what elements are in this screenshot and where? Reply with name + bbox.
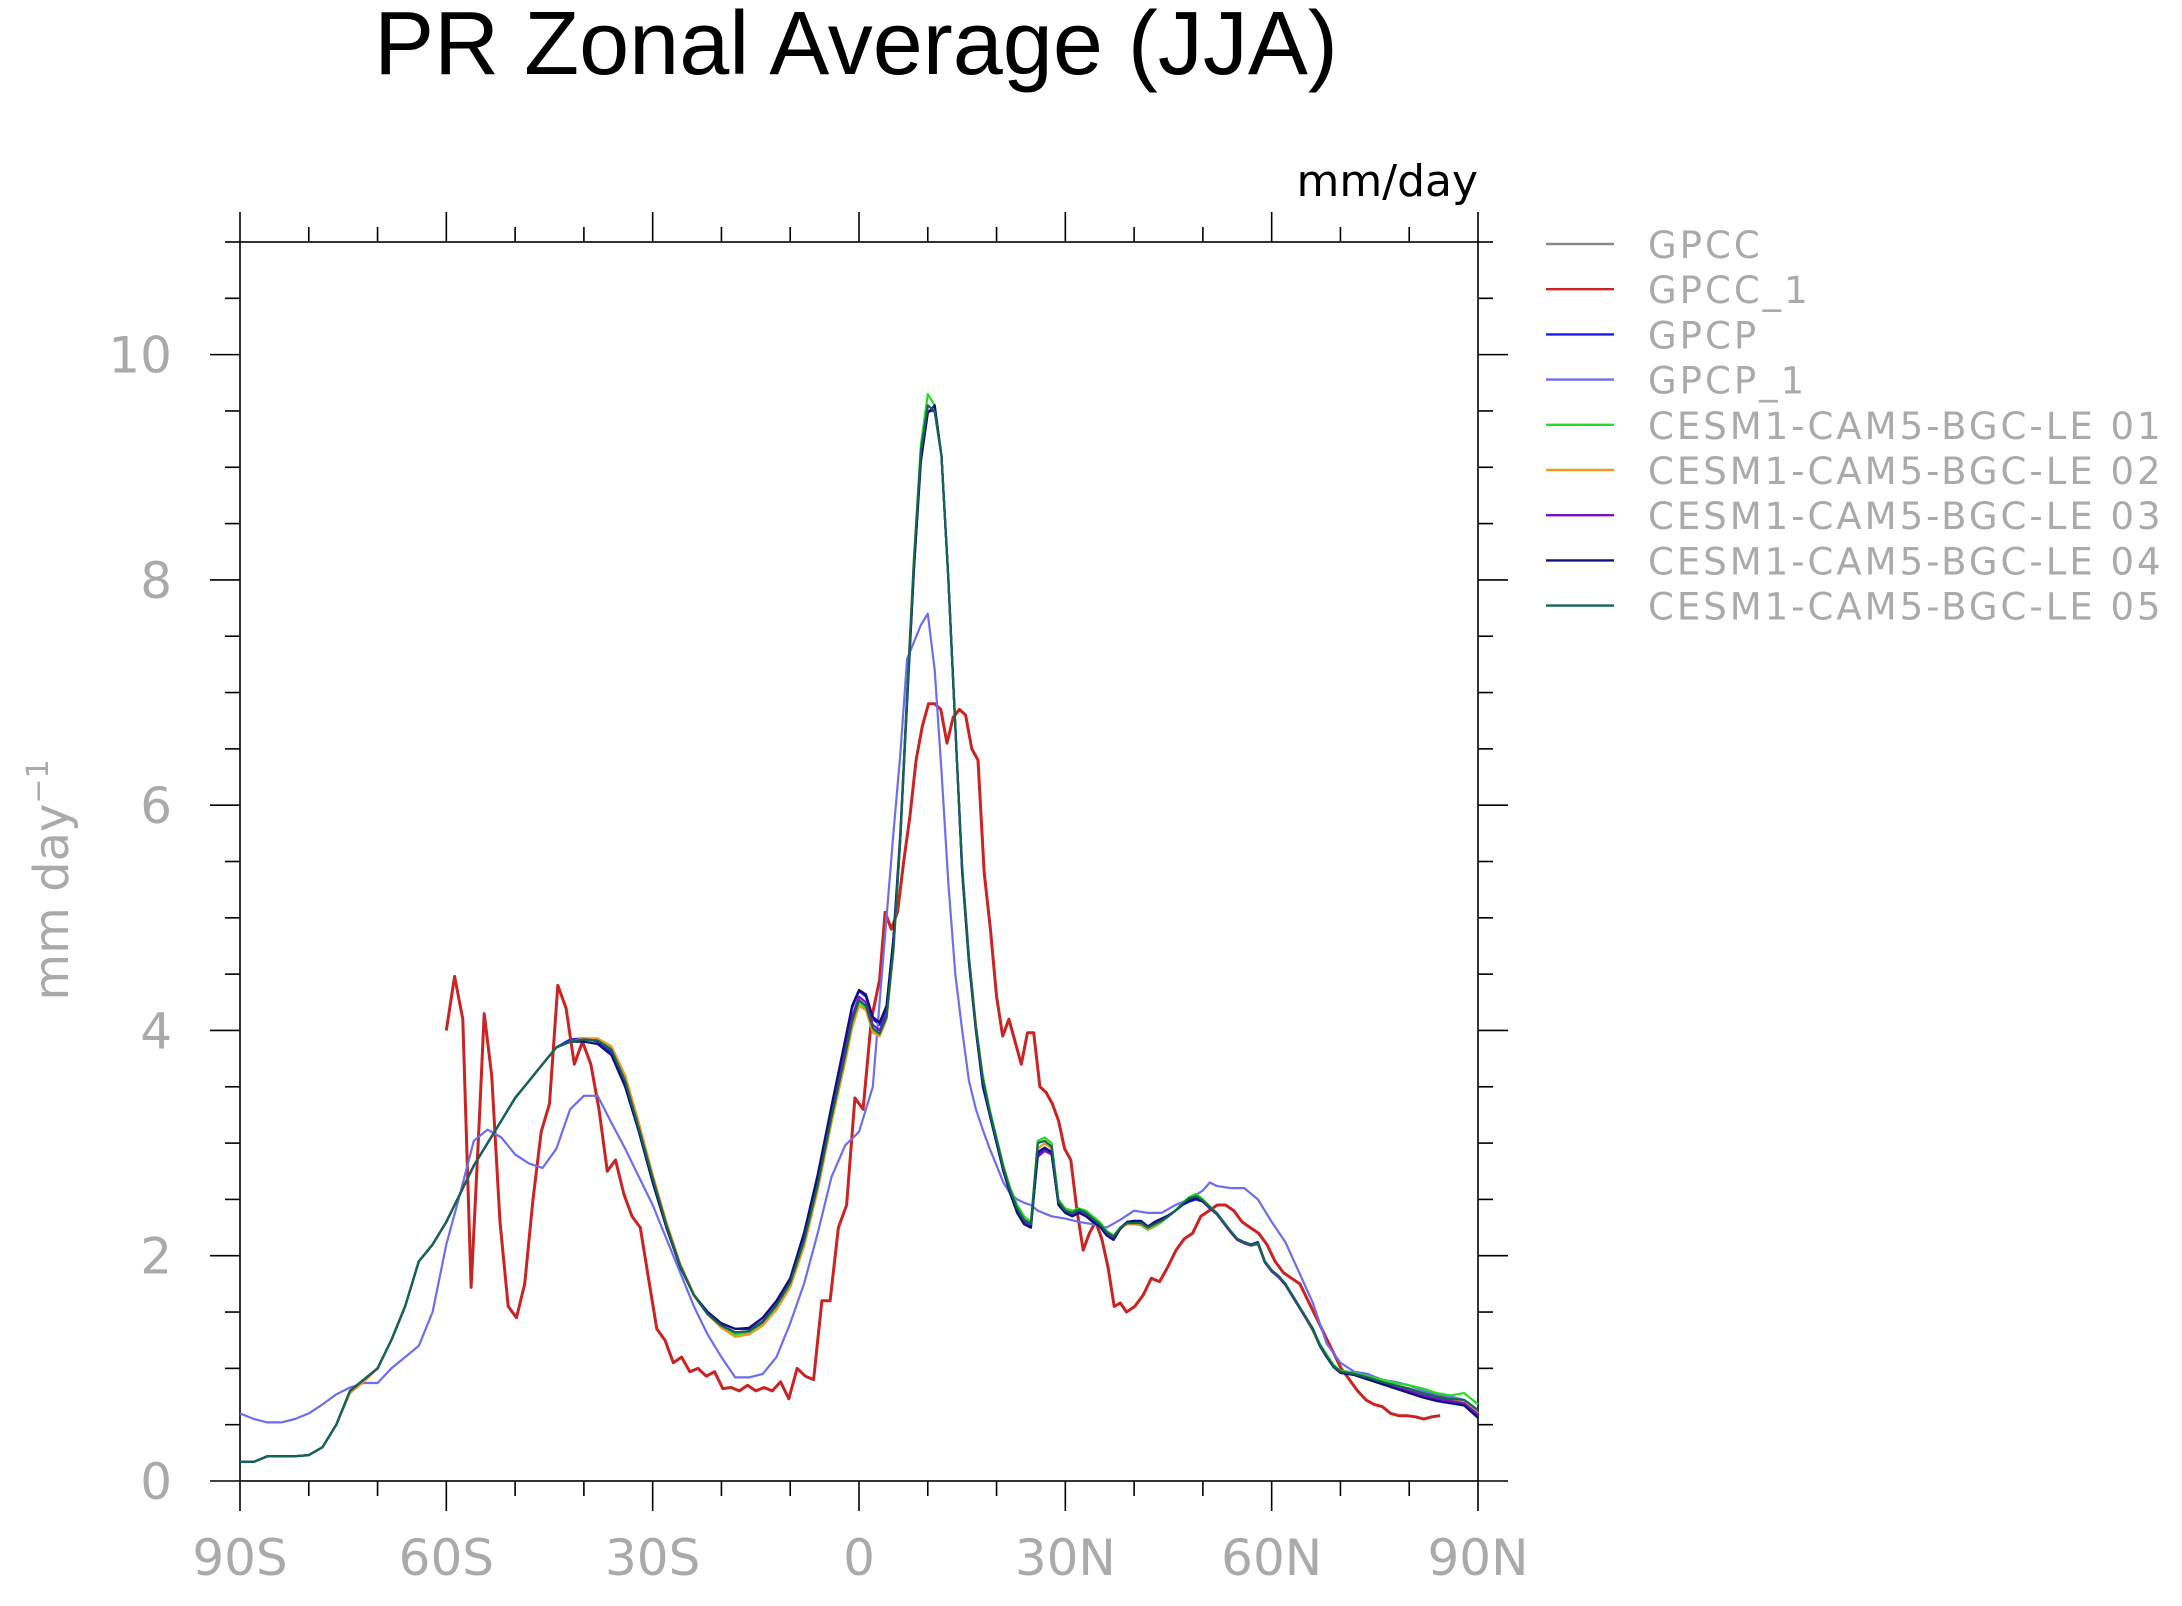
legend-label: CESM1-CAM5-BGC-LE 01 — [1648, 405, 2164, 448]
legend-label: CESM1-CAM5-BGC-LE 05 — [1648, 586, 2164, 629]
y-axis-label: mm day−1 — [21, 759, 80, 1000]
x-tick-label: 0 — [843, 1529, 875, 1587]
y-tick-label: 4 — [140, 1002, 172, 1060]
y-tick-label: 2 — [140, 1228, 172, 1286]
legend-label: GPCP — [1648, 314, 1759, 357]
y-axis-label-text: mm day — [24, 804, 80, 1001]
y-tick-label: 10 — [108, 327, 172, 385]
x-tick-label: 30S — [605, 1529, 700, 1587]
x-tick-label: 90S — [192, 1529, 287, 1587]
series-line-gpcp — [240, 409, 1479, 1464]
legend-label: GPCP_1 — [1648, 360, 1807, 403]
svg-text:mm day−1: mm day−1 — [21, 759, 80, 1000]
legend-label: CESM1-CAM5-BGC-LE 03 — [1648, 495, 2164, 538]
x-tick-label: 60S — [399, 1529, 494, 1587]
series-line-cesm1-cam5-bgc-le-05 — [240, 404, 1479, 1464]
series-line-cesm1-cam5-bgc-le-04 — [240, 404, 1479, 1464]
legend-label: CESM1-CAM5-BGC-LE 04 — [1648, 540, 2164, 583]
axis-ticks — [210, 212, 1508, 1511]
legend-label: GPCC_1 — [1648, 269, 1811, 312]
series-line-cesm1-cam5-bgc-le-02 — [240, 404, 1479, 1464]
series-line-gpcp-1 — [239, 612, 1479, 1424]
series-line-cesm1-cam5-bgc-le-01 — [240, 393, 1479, 1464]
y-tick-label: 0 — [140, 1453, 172, 1511]
chart-title: PR Zonal Average (JJA) — [374, 0, 1338, 94]
series-line-gpcc-1 — [444, 702, 1441, 1421]
units-label: mm/day — [1297, 156, 1478, 207]
x-tick-label: 60N — [1221, 1529, 1322, 1587]
x-tick-label: 30N — [1015, 1529, 1116, 1587]
series-lines — [239, 393, 1479, 1464]
series-line-cesm1-cam5-bgc-le-03 — [240, 409, 1479, 1464]
legend-label: CESM1-CAM5-BGC-LE 02 — [1648, 450, 2164, 493]
x-tick-label: 90N — [1427, 1529, 1528, 1587]
y-tick-label: 8 — [140, 552, 172, 610]
y-tick-label: 6 — [140, 777, 172, 835]
y-axis-label-exponent: −1 — [21, 759, 56, 803]
legend-label: GPCC — [1648, 224, 1763, 267]
axis-tick-labels: 90S 60S 30S 0 30N 60N 90N 0 2 4 6 8 10 — [108, 327, 1528, 1587]
